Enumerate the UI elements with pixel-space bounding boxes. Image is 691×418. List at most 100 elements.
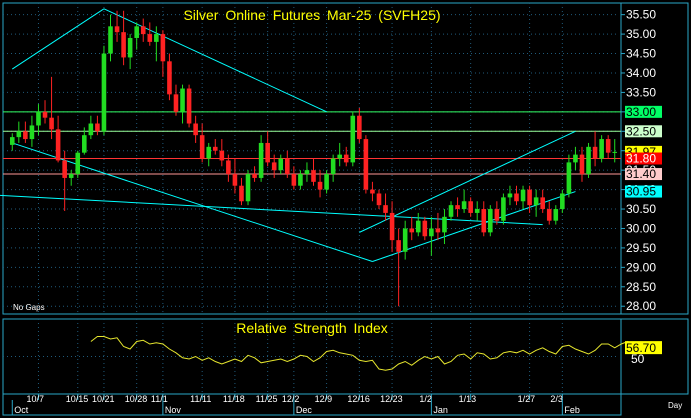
candle-body <box>121 32 126 58</box>
x-tick-label: 11/11 <box>190 394 211 404</box>
candle-body <box>442 216 447 233</box>
candle-body <box>140 26 146 35</box>
candle-body <box>383 205 388 213</box>
date-axis: 10/7 10/15 10/21 10/28 11/1 11/11 11/18 11/25 12… <box>11 394 580 415</box>
candle-body <box>219 150 225 161</box>
candle-body <box>127 37 133 58</box>
candle-body <box>298 174 303 186</box>
candle-body <box>134 26 139 38</box>
price-tag-label: 31.80 <box>626 152 656 166</box>
candle-body <box>62 160 67 178</box>
rsi-value-label: 56.70 <box>626 341 656 355</box>
x-tick-label: 1/2 <box>419 394 432 404</box>
candle-body <box>245 174 251 202</box>
candle-body <box>396 240 401 252</box>
candle-body <box>55 129 61 161</box>
candle-body <box>599 139 604 159</box>
y-tick-label: 28.50 <box>626 280 656 294</box>
month-label: Jan <box>433 405 448 415</box>
candle-body <box>258 142 264 178</box>
candle-body <box>586 146 591 175</box>
candle-body <box>422 220 428 237</box>
date-axis-frame <box>2 393 622 416</box>
candle-body <box>324 174 329 190</box>
y-tick-label: 29.50 <box>626 241 656 255</box>
candle-body <box>186 88 192 124</box>
no-gaps-label: No Gaps <box>13 303 45 312</box>
candle-body <box>605 139 611 153</box>
candle-body <box>317 181 323 190</box>
price-tag-label: 30.95 <box>626 185 656 199</box>
candle-body <box>199 135 205 159</box>
price-axis: 35.5035.0034.5034.0033.5032.0031.5031.00… <box>621 8 662 313</box>
candle-body <box>612 151 618 153</box>
y-tick-label: 30.00 <box>626 221 656 235</box>
candle-body <box>278 158 284 171</box>
candle-body <box>474 209 480 213</box>
candle-body <box>154 34 159 42</box>
candle-body <box>9 137 15 145</box>
candle-body <box>330 158 336 175</box>
x-tick-label: 12/16 <box>347 394 370 404</box>
candle-body <box>311 170 316 182</box>
candle-body <box>206 146 212 159</box>
price-tag-label: 31.40 <box>626 167 656 181</box>
candle-body <box>212 146 218 151</box>
y-tick-label: 29.00 <box>626 260 656 274</box>
candle-body <box>226 160 231 175</box>
candle-body <box>350 115 356 163</box>
y-tick-label: 34.00 <box>626 66 656 80</box>
candle-body <box>389 212 395 241</box>
trend-line <box>0 194 543 226</box>
month-label: Dec <box>296 405 313 415</box>
price-tag <box>625 185 662 198</box>
y-tick-label: 33.50 <box>626 85 656 99</box>
candle-body <box>16 131 22 138</box>
candle-body <box>108 26 113 54</box>
candle-body <box>429 228 434 237</box>
x-tick-label: 11/1 <box>151 394 168 404</box>
day-label: Day <box>668 401 682 410</box>
candle-body <box>448 205 454 217</box>
x-tick-label: 12/23 <box>380 394 403 404</box>
candle-body <box>527 189 532 206</box>
x-tick-label: 11/18 <box>223 394 245 404</box>
candle-body <box>180 88 185 112</box>
candle-body <box>265 142 270 163</box>
candle-body <box>520 189 526 202</box>
candle-body <box>494 209 500 221</box>
candle-body <box>376 193 382 206</box>
candle-body <box>573 154 578 163</box>
candle-body <box>114 26 120 33</box>
candle-body <box>304 170 310 175</box>
candle-body <box>566 162 572 194</box>
candle-body <box>488 209 493 233</box>
rsi-tick-label: 50 <box>631 352 645 366</box>
candle-body <box>402 228 408 252</box>
candle-body <box>291 174 297 186</box>
candle-body <box>357 115 362 140</box>
candle-body <box>36 111 41 126</box>
candle-body <box>75 152 81 175</box>
candle-body <box>232 174 238 186</box>
candle-body <box>514 193 519 202</box>
price-tag <box>625 125 662 138</box>
candle-body <box>343 154 349 163</box>
trend-line <box>103 8 327 113</box>
candle-body <box>29 125 35 140</box>
candles <box>9 10 618 307</box>
trend-line <box>11 8 105 70</box>
candle-body <box>540 197 545 210</box>
candle-body <box>193 123 198 136</box>
x-tick-label: 12/2 <box>282 394 300 404</box>
y-tick-label: 28.00 <box>626 299 656 313</box>
candle-body <box>435 228 441 233</box>
x-tick-label: 10/28 <box>125 394 148 404</box>
month-label: Feb <box>564 405 580 415</box>
candle-body <box>546 209 552 221</box>
x-tick-label: 2/3 <box>550 394 563 404</box>
grid <box>3 3 618 394</box>
month-label: Nov <box>165 405 182 415</box>
candle-body <box>239 185 244 202</box>
candle-body <box>88 123 94 136</box>
